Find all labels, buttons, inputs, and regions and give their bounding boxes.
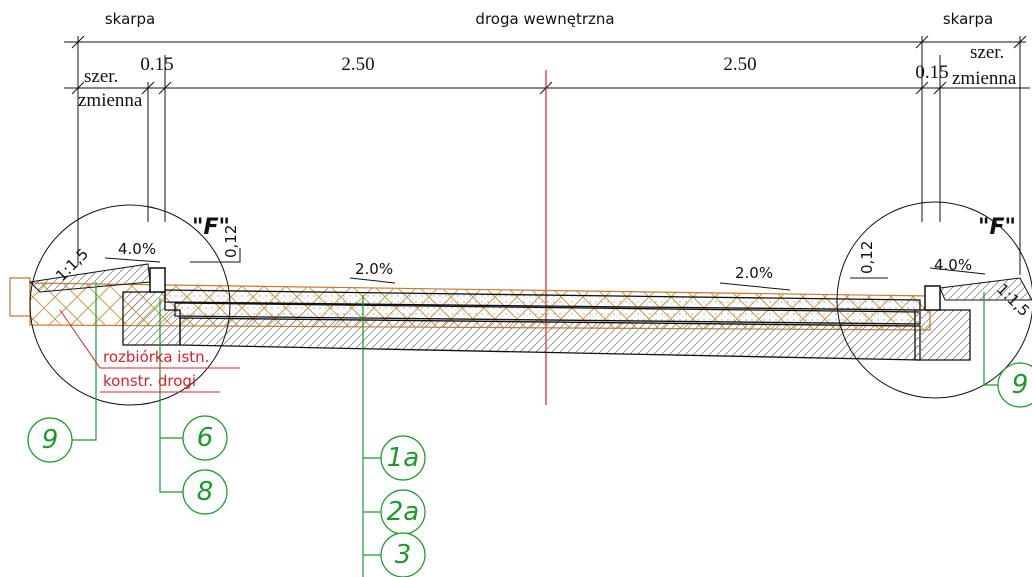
detail-label: "F" [978,215,1016,240]
dim-label: zmienna [952,68,1017,89]
shoulder-right [940,278,1032,300]
layer-marker: 9 [42,425,59,455]
layer-marker: 9 [1012,370,1029,400]
dim-label: 2.50 [723,54,756,75]
detail-circle [30,205,230,405]
layer-base [180,318,920,360]
marker-leaders [72,282,998,577]
zone-label: skarpa [943,10,993,28]
thickness: 0,12 [222,225,240,258]
curb-foundation-right [915,310,970,360]
slope: 4.0% [118,240,156,258]
existing-curb [10,278,30,316]
layer-marker: 1a [387,443,419,473]
dim-label: 0.15 [915,62,948,83]
layer-marker: 3 [395,540,412,570]
layer-marker: 2a [387,497,419,527]
dim-label: szer. [84,66,118,87]
layer-marker: 8 [197,477,214,507]
slope: 4.0% [934,256,972,274]
curb-left [150,268,165,292]
curb-right [925,286,940,310]
shoulder-left [30,264,150,292]
dim-label: 0.15 [140,54,173,75]
dimension-lines [64,36,1030,275]
dim-label: 2.50 [341,54,374,75]
thickness: 0,12 [858,241,876,274]
road-slope: 2.0% [355,260,393,278]
detail-label: "F" [192,215,230,240]
road-slope: 2.0% [735,264,773,282]
dim-label: szer. [970,42,1004,63]
detail-circle [837,202,1032,398]
layer-marker: 6 [197,423,214,453]
marker-circles [28,363,1032,577]
dim-label: zmienna [78,90,143,111]
slope-leaders [105,248,985,290]
demolition-leader [60,310,240,392]
zone-label: skarpa [105,10,155,28]
demolition-note: konstr. drogi [103,372,196,390]
zone-label: droga wewnętrzna [475,10,614,28]
demolition-note: rozbiórka istn. [103,348,209,366]
